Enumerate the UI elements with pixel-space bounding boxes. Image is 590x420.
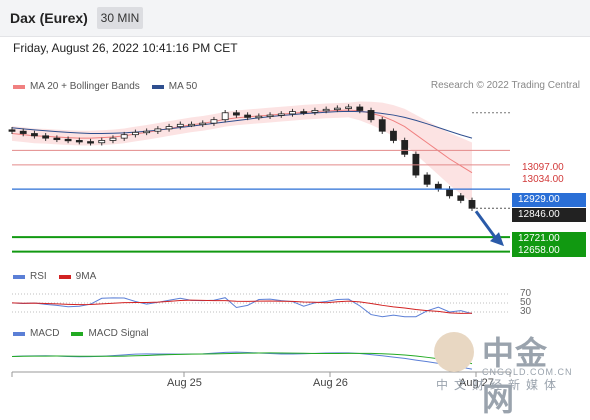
candle-body [468, 200, 476, 209]
resistance-1-tag: 13034.00 [516, 174, 570, 186]
candle-body [333, 107, 341, 111]
candle-body [322, 108, 330, 112]
candle-body [434, 183, 442, 190]
rsi-ma-line [11, 299, 473, 314]
candle-body [165, 126, 173, 130]
candle-body [98, 140, 106, 144]
candle-body [120, 134, 128, 139]
resistance-2-tag: 13097.00 [516, 162, 570, 174]
x-tick-aug26: Aug 26 [313, 377, 348, 389]
brand-logo-icon [434, 332, 474, 372]
candle-body [75, 140, 83, 143]
watermark-url: CNGOLD.COM.CN [482, 367, 573, 377]
ma50-swatch [151, 84, 164, 89]
macd-legend-label: MACD [30, 328, 60, 339]
candle-body [311, 110, 319, 113]
price-chart [8, 101, 511, 377]
candle-body [210, 119, 218, 124]
candle-body [188, 123, 195, 127]
price-legend: MA 20 + Bollinger Bands MA 50 [13, 81, 209, 92]
candle-body [154, 128, 162, 132]
rsi-level-30: 30 [520, 306, 532, 317]
rsi-ma-swatch [58, 274, 71, 279]
macd-signal-line [11, 352, 473, 365]
bollinger-legend-label: MA 20 + Bollinger Bands [30, 81, 140, 92]
macd-swatch [13, 331, 25, 336]
candle-body [244, 114, 252, 118]
instrument-title: Dax (Eurex) [10, 10, 88, 26]
macd-signal-legend-label: MACD Signal [88, 328, 149, 339]
candle-body [232, 112, 240, 116]
candle-body [378, 119, 386, 132]
candle-body [221, 112, 229, 121]
candle-body [423, 174, 431, 185]
rsi-line [11, 297, 473, 318]
rsi-legend: RSI 9MA [13, 271, 108, 282]
x-tick-aug25: Aug 25 [167, 377, 202, 389]
ma20-line [11, 109, 473, 174]
rsi-legend-label: RSI [30, 271, 47, 282]
bollinger-swatch [13, 84, 25, 89]
ma50-line [11, 110, 473, 139]
research-credit: Research © 2022 Trading Central [430, 80, 580, 91]
candle-body [345, 106, 352, 109]
candle-body [109, 137, 117, 141]
candle-body [266, 114, 274, 117]
candle-body [31, 133, 38, 137]
rsi-swatch [13, 274, 25, 279]
rsi-ma-legend-label: 9MA [75, 271, 97, 282]
candle-body [64, 138, 72, 142]
candle-body [132, 131, 139, 136]
watermark-sub: 中文财经新媒体 [436, 378, 563, 392]
candle-body [42, 135, 50, 139]
candle-body [199, 122, 207, 126]
candle-body [143, 130, 151, 134]
macd-legend: MACD MACD Signal [13, 328, 160, 339]
candle-body [457, 195, 465, 201]
candle-body [277, 113, 285, 116]
bollinger-band [12, 101, 472, 203]
candle-body [87, 141, 94, 144]
header-bar: Dax (Eurex) 30 MIN [0, 0, 590, 37]
candle-body [367, 110, 375, 121]
rsi-level-50: 50 [520, 297, 532, 308]
macd-signal-swatch [71, 331, 84, 336]
watermark: 中金网 CNGOLD.COM.CN 中文财经新媒体 [430, 328, 580, 417]
candle-body [19, 130, 27, 134]
support-2-tag: 12658.00 [512, 244, 586, 257]
candle-body [255, 115, 263, 119]
candle-body [289, 111, 296, 115]
timeframe-button[interactable]: 30 MIN [97, 7, 143, 29]
rsi-level-70: 70 [520, 288, 532, 299]
x-tick-aug27: Aug 27 [459, 377, 494, 389]
candle-body [176, 123, 184, 128]
last-price-tag: 12846.00 [512, 208, 586, 222]
candle-body [446, 188, 453, 197]
candle-body [300, 111, 308, 114]
forecast-arrow [474, 210, 497, 238]
pivot-tag: 12929.00 [512, 193, 586, 207]
candle-body [356, 106, 364, 111]
support-1-tag: 12721.00 [512, 232, 586, 245]
forecast-arrowhead [490, 232, 504, 247]
candle-body [390, 130, 397, 141]
candle-body [53, 137, 61, 141]
datetime-label: Friday, August 26, 2022 10:41:16 PM CET [13, 41, 238, 55]
candle-body [401, 140, 409, 155]
candle-body [8, 129, 16, 132]
ma50-legend-label: MA 50 [168, 81, 198, 92]
